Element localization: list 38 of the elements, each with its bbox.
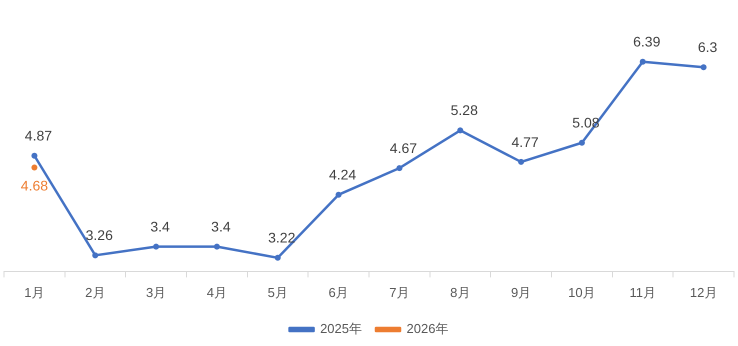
- point: [92, 252, 98, 258]
- data-label: 4.77: [511, 134, 539, 150]
- data-label: 4.67: [390, 140, 418, 156]
- x-tick-label: 3月: [146, 284, 166, 300]
- x-tick-label: 7月: [389, 284, 410, 300]
- point: [396, 165, 402, 172]
- x-tick-label: 8月: [450, 284, 470, 300]
- point: [214, 244, 220, 250]
- data-label: 3.22: [268, 230, 296, 246]
- legend-label: 2026年: [406, 321, 448, 336]
- point: [457, 127, 464, 134]
- data-label: 5.28: [450, 102, 478, 118]
- x-tick-label: 6月: [328, 284, 349, 300]
- data-label: 6.3: [698, 39, 718, 56]
- x-tick-label: 4月: [206, 284, 228, 300]
- data-label: 3.26: [86, 227, 114, 244]
- data-label: 6.39: [633, 34, 661, 50]
- x-tick-label: 10月: [568, 284, 596, 300]
- data-label: 4.87: [24, 128, 52, 144]
- x-tick-label: 9月: [510, 284, 532, 300]
- data-label: 3.4: [150, 218, 170, 235]
- x-tick-label: 11月: [630, 284, 656, 300]
- legend-label: 2025年: [320, 321, 362, 336]
- x-tick-label: 2月: [85, 284, 106, 300]
- data-label: 4.24: [328, 166, 356, 183]
- x-tick-label: 5月: [268, 284, 288, 300]
- point: [336, 192, 342, 198]
- point: [31, 152, 38, 159]
- data-label: 3.4: [211, 218, 231, 235]
- point: [640, 58, 646, 65]
- point: [274, 254, 281, 261]
- x-tick-label: 1月: [24, 284, 45, 300]
- point: [153, 244, 160, 250]
- point: [578, 140, 585, 146]
- data-label: 4.68: [20, 177, 48, 194]
- x-tick-label: 12月: [690, 284, 718, 300]
- point: [518, 158, 524, 165]
- point: [700, 64, 707, 70]
